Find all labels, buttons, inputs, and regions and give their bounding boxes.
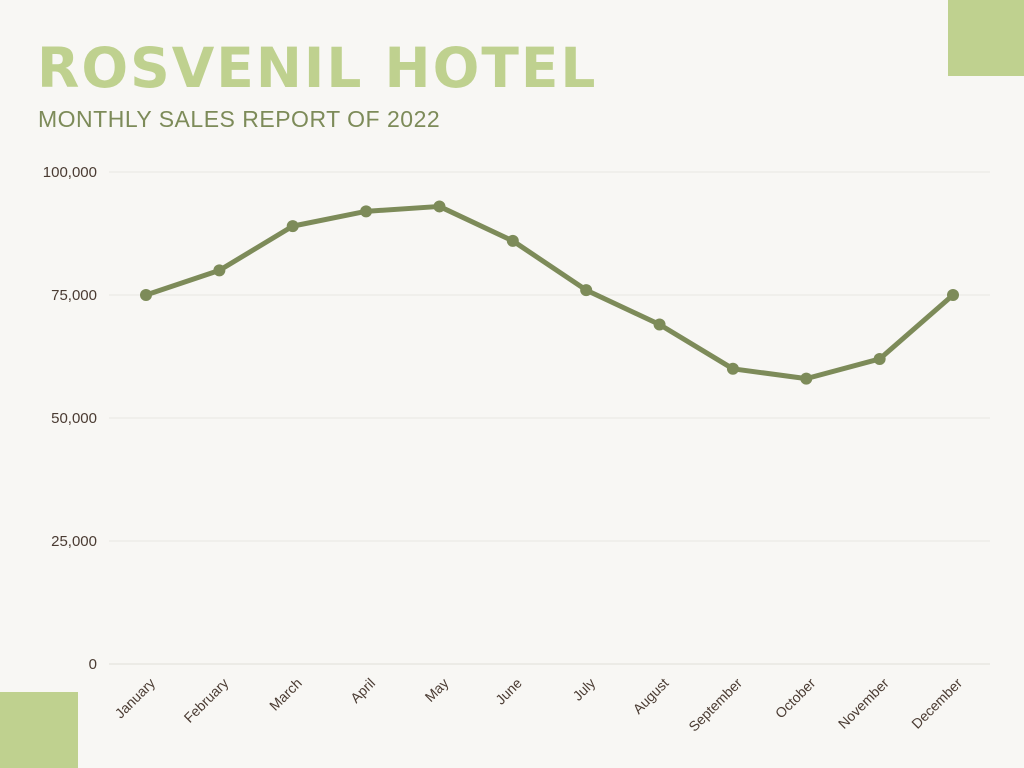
x-tick-label: September [685, 675, 745, 735]
x-tick-label: July [569, 675, 598, 704]
x-tick-label: June [492, 675, 525, 708]
x-tick-label: January [112, 675, 159, 722]
x-tick-label: August [630, 675, 672, 717]
data-point [653, 318, 666, 331]
data-point [286, 220, 299, 233]
y-tick-label: 50,000 [51, 410, 97, 427]
data-point [506, 234, 519, 247]
data-point [873, 352, 886, 365]
x-tick-label: November [835, 675, 892, 732]
data-point [947, 289, 959, 301]
y-tick-label: 75,000 [51, 287, 97, 304]
data-point [580, 284, 593, 297]
page-title: ROSVENIL HOTEL [37, 36, 598, 100]
data-point [433, 200, 446, 213]
series-line [143, 203, 956, 382]
x-tick-label: April [347, 675, 378, 706]
x-tick-label: May [422, 675, 452, 705]
y-tick-label: 100,000 [43, 164, 97, 181]
x-tick-label: December [908, 675, 965, 732]
corner-accent-top-right [948, 0, 1024, 76]
page-subtitle: MONTHLY SALES REPORT OF 2022 [38, 106, 441, 132]
x-tick-label: February [181, 675, 232, 726]
data-point [140, 289, 152, 301]
data-point [726, 362, 739, 375]
x-tick-label: October [772, 675, 819, 722]
corner-accent-bottom-left [0, 692, 78, 768]
data-point [360, 205, 373, 218]
data-point [800, 372, 813, 385]
y-tick-label: 25,000 [51, 533, 97, 550]
x-tick-label: March [266, 675, 305, 714]
y-tick-label: 0 [89, 656, 97, 673]
data-point [213, 264, 226, 277]
